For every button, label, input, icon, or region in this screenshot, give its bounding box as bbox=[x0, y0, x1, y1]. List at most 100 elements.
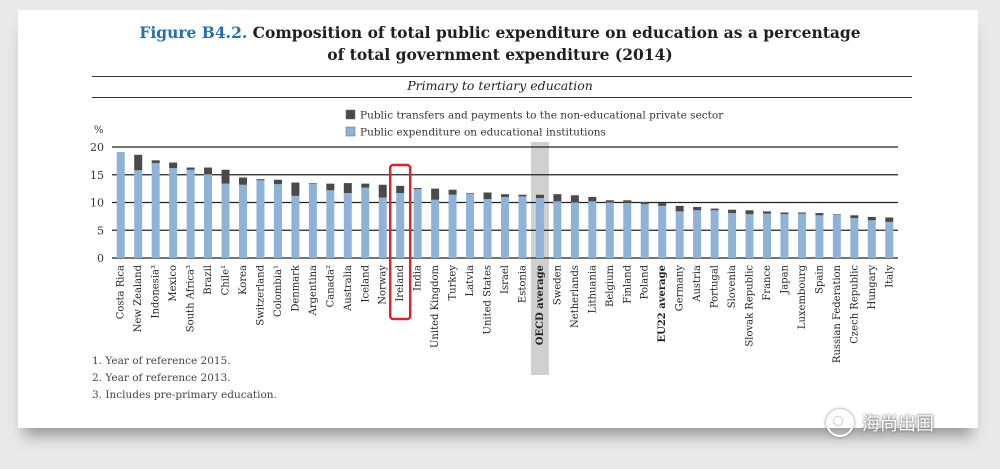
bar-transfers bbox=[553, 194, 562, 202]
bar-institutions bbox=[326, 190, 335, 258]
category-label: Sweden bbox=[552, 264, 563, 305]
bar-transfers bbox=[483, 192, 492, 200]
bar-institutions bbox=[343, 193, 352, 258]
category-label: Finland bbox=[622, 264, 633, 303]
y-tick-label: 5 bbox=[97, 224, 104, 237]
bar-transfers bbox=[728, 209, 737, 214]
bar-institutions bbox=[850, 218, 859, 258]
bar-institutions bbox=[535, 198, 544, 258]
category-label: Japan bbox=[779, 264, 790, 294]
category-label: Slovak Republic bbox=[745, 265, 756, 347]
legend-swatch-institutions bbox=[345, 126, 356, 137]
y-tick-label: 20 bbox=[90, 141, 104, 154]
bar-institutions bbox=[134, 170, 143, 258]
category-label: Indonesia³ bbox=[151, 265, 162, 318]
bar-institutions bbox=[256, 180, 265, 258]
title-line-2: of total government expenditure (2014) bbox=[327, 45, 673, 64]
category-label: Belgium bbox=[605, 264, 616, 307]
title-rule-bottom bbox=[92, 97, 912, 98]
figure-title: Figure B4.2. Composition of total public… bbox=[0, 22, 1000, 66]
bar-transfers bbox=[343, 183, 352, 194]
bar-institutions bbox=[885, 221, 894, 258]
category-label: Korea bbox=[238, 265, 249, 295]
category-label: Spain bbox=[814, 264, 825, 293]
category-label: Ireland bbox=[395, 264, 406, 301]
bar-institutions bbox=[169, 168, 178, 258]
bar-institutions bbox=[728, 213, 737, 258]
bar-institutions bbox=[675, 211, 684, 258]
category-label: Costa Rica bbox=[116, 265, 127, 319]
bar-institutions bbox=[501, 196, 509, 258]
bar-institutions bbox=[815, 215, 824, 258]
bar-transfers bbox=[588, 196, 597, 202]
bar-transfers bbox=[675, 205, 684, 212]
category-label: India bbox=[413, 265, 424, 291]
category-label: Lithuania bbox=[587, 265, 598, 313]
bar-transfers bbox=[867, 216, 876, 221]
footnotes: 1. Year of reference 2015. 2. Year of re… bbox=[92, 353, 277, 404]
bar-institutions bbox=[431, 199, 440, 258]
bar-institutions bbox=[745, 214, 754, 258]
category-label: Netherlands bbox=[570, 265, 581, 328]
bar-institutions bbox=[763, 213, 771, 258]
category-label: United States bbox=[483, 265, 494, 334]
watermark-text: 海尚出国 bbox=[862, 414, 934, 435]
category-label: Argentina bbox=[308, 265, 319, 316]
category-label: OECD average bbox=[535, 265, 546, 345]
bar-institutions bbox=[291, 195, 300, 258]
bar-institutions bbox=[570, 202, 579, 258]
bar-transfers bbox=[186, 167, 195, 170]
bar-institutions bbox=[693, 210, 702, 258]
bar-institutions bbox=[588, 201, 597, 258]
bar-institutions bbox=[483, 199, 492, 258]
bar-transfers bbox=[658, 203, 667, 206]
title-rule-top bbox=[92, 76, 912, 77]
bar-transfers bbox=[396, 185, 405, 194]
bar-institutions bbox=[867, 220, 876, 258]
watermark: 海尚出国 bbox=[826, 408, 934, 438]
category-label: Turkey bbox=[448, 265, 459, 301]
category-label: Canada² bbox=[325, 265, 336, 307]
bar-transfers bbox=[361, 183, 370, 188]
category-label: EU22 average bbox=[657, 265, 668, 343]
y-tick-label: 0 bbox=[97, 252, 104, 265]
bar-transfers bbox=[326, 183, 335, 191]
bar-transfers bbox=[815, 213, 824, 216]
legend-label-transfers: Public transfers and payments to the non… bbox=[360, 110, 724, 122]
bar-transfers bbox=[605, 200, 614, 203]
bar-institutions bbox=[797, 213, 806, 258]
bar-transfers bbox=[151, 160, 160, 164]
bar-institutions bbox=[518, 196, 527, 258]
bar-transfers bbox=[291, 182, 300, 196]
ireland-highlight-box bbox=[388, 163, 412, 321]
bar-transfers bbox=[623, 200, 632, 204]
bar-transfers bbox=[413, 188, 422, 190]
category-label: Portugal bbox=[710, 265, 721, 308]
category-label: Switzerland bbox=[255, 264, 266, 325]
category-label: Latvia bbox=[465, 265, 476, 296]
bar-institutions bbox=[710, 210, 719, 258]
category-label: Brazil bbox=[203, 265, 214, 295]
bar-transfers bbox=[501, 194, 509, 197]
title-line-1: Figure B4.2. Composition of total public… bbox=[0, 22, 1000, 44]
bar-transfers bbox=[308, 183, 317, 184]
bar-institutions bbox=[640, 204, 649, 258]
bar-transfers bbox=[448, 189, 457, 195]
figure-subtitle: Primary to tertiary education bbox=[407, 78, 593, 93]
legend-label-institutions: Public expenditure on educational instit… bbox=[360, 127, 606, 139]
y-tick-label: 15 bbox=[90, 169, 104, 182]
bar-institutions bbox=[186, 169, 195, 258]
category-label: Italy bbox=[884, 265, 895, 288]
bar-transfers bbox=[780, 212, 789, 215]
category-label: Russian Federation bbox=[832, 264, 843, 363]
category-label: Norway bbox=[378, 265, 389, 305]
bar-transfers bbox=[518, 194, 527, 197]
bar-institutions bbox=[553, 201, 562, 258]
category-label: Colombia¹ bbox=[273, 265, 284, 317]
bar-institutions bbox=[832, 214, 841, 258]
category-label: South Africa³ bbox=[186, 265, 197, 332]
category-label: Czech Republic bbox=[849, 265, 860, 344]
bar-transfers bbox=[850, 215, 859, 219]
bar-transfers bbox=[832, 214, 841, 215]
